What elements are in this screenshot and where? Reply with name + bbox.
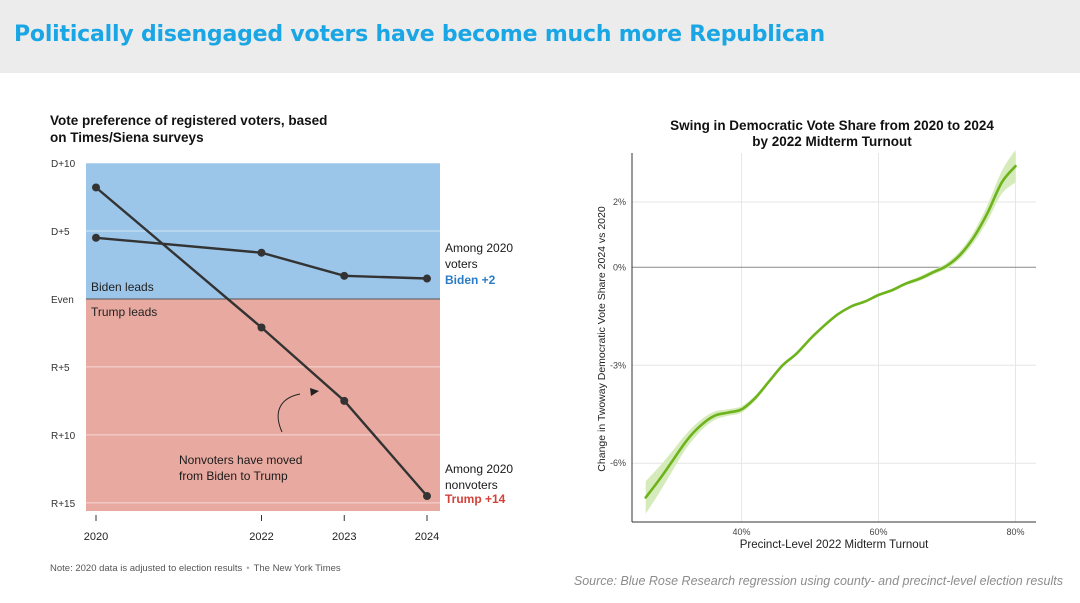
right-x-tick-label: 40% xyxy=(733,527,751,537)
confidence-band xyxy=(645,149,1016,514)
note-text: Note: 2020 data is adjusted to election … xyxy=(50,563,243,574)
annotation-line-2: from Biden to Trump xyxy=(179,469,288,483)
right-y-axis-label: Change in Twoway Democratic Vote Share 2… xyxy=(596,206,608,472)
left-y-tick-label: D+10 xyxy=(51,159,76,170)
page-title: Politically disengaged voters have becom… xyxy=(14,22,825,47)
data-point xyxy=(423,492,431,501)
left-y-tick-label: Even xyxy=(51,295,74,306)
right-y-tick-label: -6% xyxy=(610,458,626,468)
right-x-ticks: 40% 60% 80% xyxy=(733,527,1025,537)
data-point xyxy=(423,274,431,283)
right-chart-title: Swing in Democratic Vote Share from 2020… xyxy=(612,118,1052,150)
header-bar: Politically disengaged voters have becom… xyxy=(0,0,1080,73)
right-y-ticks: 2% 0% -3% -6% xyxy=(610,197,626,468)
annotation-arrow xyxy=(277,393,301,433)
left-x-tick-label: 2024 xyxy=(415,531,439,543)
left-y-axis: D+10 D+5 Even R+5 R+10 R+15 xyxy=(51,159,76,510)
biden-leads-label: Biden leads xyxy=(91,280,154,294)
data-point xyxy=(340,271,349,280)
right-title-line-2: by 2022 Midterm Turnout xyxy=(752,134,912,149)
trump-leads-label: Trump leads xyxy=(91,305,157,319)
right-y-tick-label: 2% xyxy=(613,197,626,207)
data-point xyxy=(92,183,100,192)
data-point xyxy=(92,233,100,242)
left-gridlines xyxy=(86,162,440,504)
annotation-arrowhead xyxy=(310,388,319,396)
left-x-tick-label: 2020 xyxy=(84,531,108,543)
data-point xyxy=(257,248,266,257)
right-y-tick-label: -3% xyxy=(610,360,626,370)
credit-text: The New York Times xyxy=(253,563,341,574)
nonvoters-label-line-1: Among 2020 xyxy=(445,462,513,476)
trump-region xyxy=(86,298,440,511)
left-series-group xyxy=(92,183,431,501)
left-y-tick-label: R+5 xyxy=(51,363,70,374)
left-y-tick-label: R+10 xyxy=(51,431,76,442)
left-y-tick-label: D+5 xyxy=(51,227,70,238)
right-y-tick-label: 0% xyxy=(613,262,626,272)
annotation-line-1: Nonvoters have moved xyxy=(179,453,302,467)
right-gridlines xyxy=(632,153,1036,522)
data-point xyxy=(257,323,266,332)
left-chart-title: Vote preference of registered voters, ba… xyxy=(50,113,328,145)
note-separator: • xyxy=(246,563,250,574)
left-x-tick-label: 2022 xyxy=(249,531,273,543)
voters-line xyxy=(95,236,428,280)
left-chart-note: Note: 2020 data is adjusted to election … xyxy=(50,563,341,574)
voters-label-line-2: voters xyxy=(445,257,478,271)
voters-value-label: Biden +2 xyxy=(445,273,496,287)
right-x-axis-label: Precinct-Level 2022 Midterm Turnout xyxy=(740,539,929,551)
data-point xyxy=(340,396,349,405)
voters-label-line-1: Among 2020 xyxy=(445,241,513,255)
left-x-axis: 2020 2022 2023 2024 xyxy=(84,515,439,543)
left-y-tick-label: R+15 xyxy=(51,499,76,510)
right-x-tick-label: 60% xyxy=(870,527,888,537)
trend-line xyxy=(644,164,1017,499)
nonvoters-line xyxy=(95,186,428,497)
source-note: Source: Blue Rose Research regression us… xyxy=(573,574,1063,588)
nonvoters-value-label: Trump +14 xyxy=(445,492,506,506)
right-x-tick-label: 80% xyxy=(1006,527,1024,537)
nonvoters-label-line-2: nonvoters xyxy=(445,478,498,492)
left-x-tick-label: 2023 xyxy=(332,531,356,543)
right-title-line-1: Swing in Democratic Vote Share from 2020… xyxy=(670,118,994,133)
